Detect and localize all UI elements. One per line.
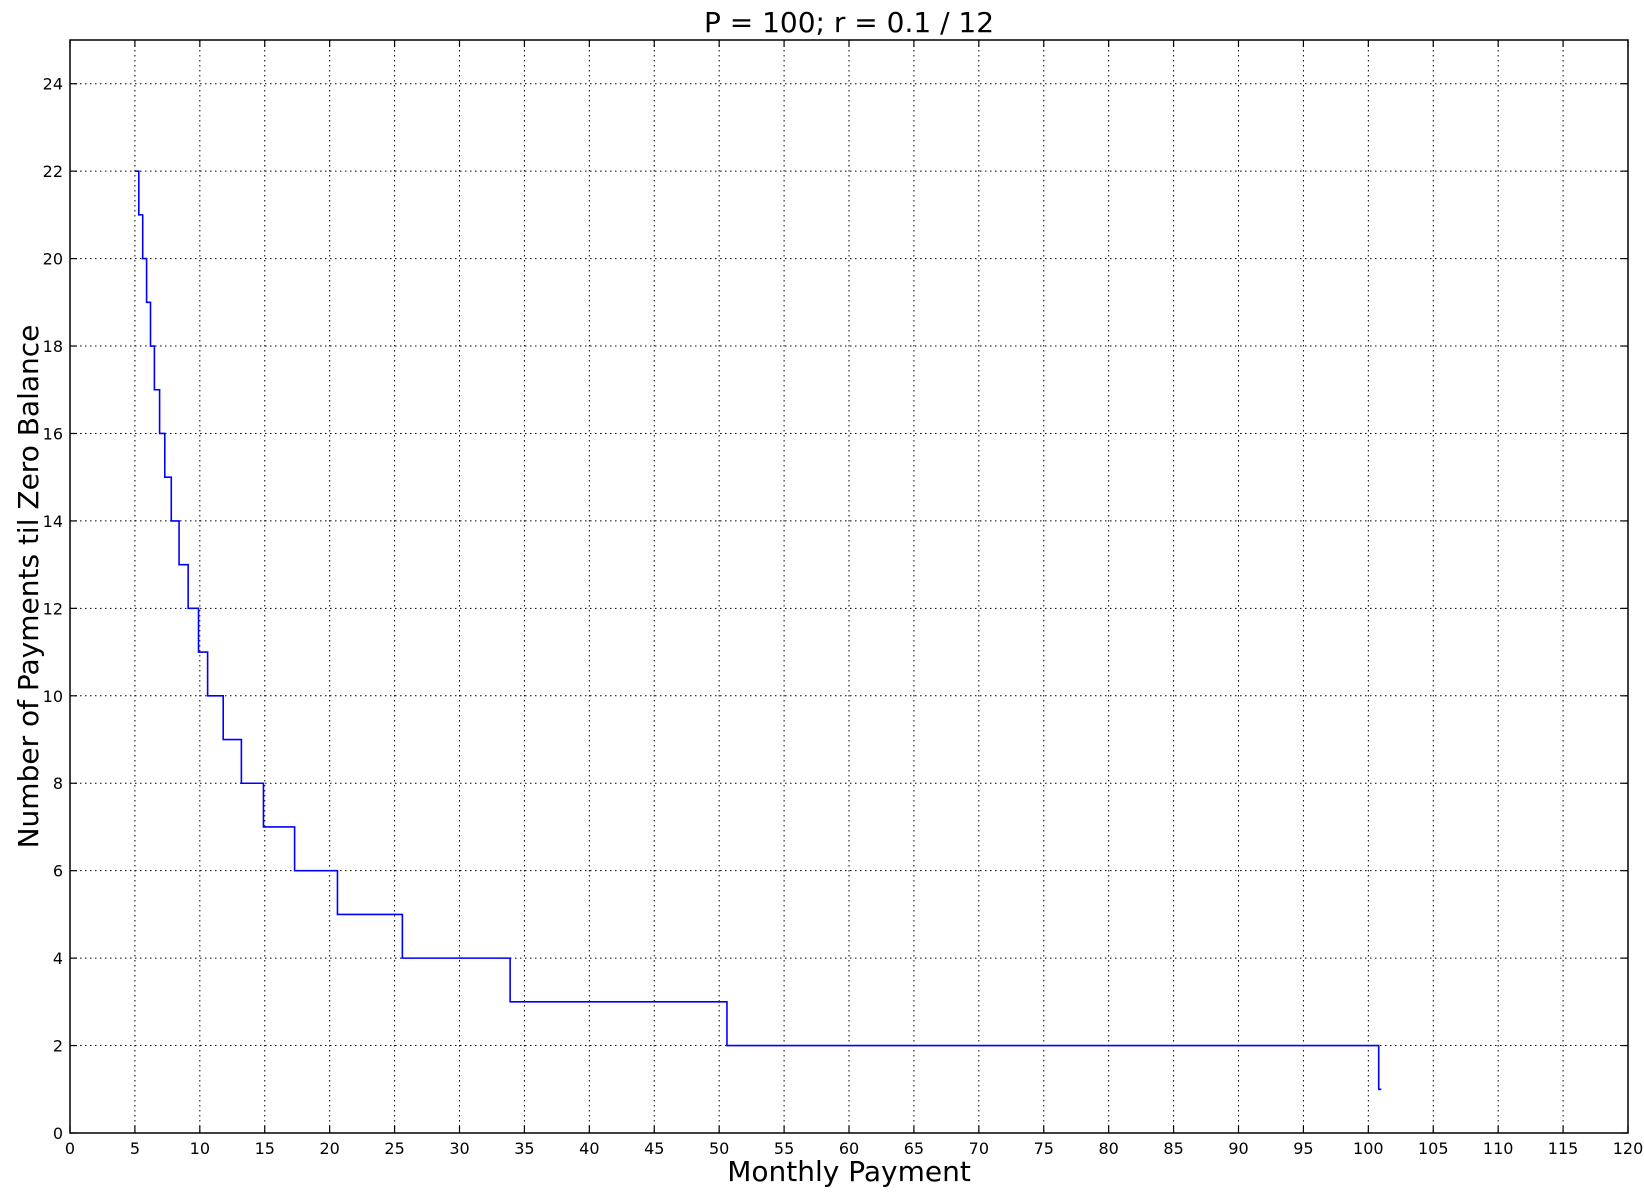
y-tick-label: 12 [43, 599, 63, 618]
x-axis-title: Monthly Payment [727, 1155, 971, 1188]
x-tick-label: 115 [1548, 1139, 1579, 1158]
x-tick-label: 30 [449, 1139, 469, 1158]
x-tick-label: 55 [774, 1139, 794, 1158]
x-tick-label: 65 [904, 1139, 924, 1158]
y-tick-label: 10 [43, 687, 63, 706]
axis-ticks [69, 40, 1629, 1134]
x-tick-label: 0 [65, 1139, 75, 1158]
y-axis-title: Number of Payments til Zero Balance [12, 325, 45, 849]
x-tick-label: 15 [255, 1139, 275, 1158]
y-tick-label: 14 [43, 512, 63, 531]
x-tick-label: 75 [1034, 1139, 1054, 1158]
x-tick-label: 5 [130, 1139, 140, 1158]
x-tick-label: 60 [839, 1139, 859, 1158]
y-tick-label: 6 [53, 862, 63, 881]
tick-labels: 0 5 10 15 20 25 30 35 40 45 50 55 60 65 70 75 80 85 90 95 10… [43, 75, 1644, 1158]
y-tick-label: 4 [53, 949, 63, 968]
x-tick-label: 85 [1163, 1139, 1183, 1158]
x-tick-label: 40 [579, 1139, 599, 1158]
x-tick-label: 95 [1293, 1139, 1313, 1158]
x-tick-label: 20 [319, 1139, 339, 1158]
chart-title: P = 100; r = 0.1 / 12 [704, 6, 994, 39]
x-tick-label: 45 [644, 1139, 664, 1158]
y-tick-label: 18 [43, 337, 63, 356]
y-tick-label: 20 [43, 250, 63, 269]
y-tick-label: 24 [43, 75, 63, 94]
x-tick-label: 100 [1353, 1139, 1384, 1158]
y-tick-label: 16 [43, 424, 63, 443]
x-tick-label: 50 [709, 1139, 729, 1158]
series-line [134, 170, 1382, 1091]
x-tick-label: 80 [1098, 1139, 1118, 1158]
plot-area [134, 170, 1382, 1091]
x-tick-label: 90 [1228, 1139, 1248, 1158]
y-tick-label: 8 [53, 774, 63, 793]
x-tick-label: 120 [1613, 1139, 1644, 1158]
grid-lines [70, 40, 1628, 1133]
x-tick-label: 105 [1418, 1139, 1449, 1158]
x-tick-label: 10 [190, 1139, 210, 1158]
x-tick-label: 25 [384, 1139, 404, 1158]
y-tick-label: 22 [43, 162, 63, 181]
x-tick-label: 110 [1483, 1139, 1514, 1158]
x-tick-label: 70 [969, 1139, 989, 1158]
x-tick-label: 35 [514, 1139, 534, 1158]
y-tick-label: 0 [53, 1124, 63, 1143]
y-tick-label: 2 [53, 1037, 63, 1056]
